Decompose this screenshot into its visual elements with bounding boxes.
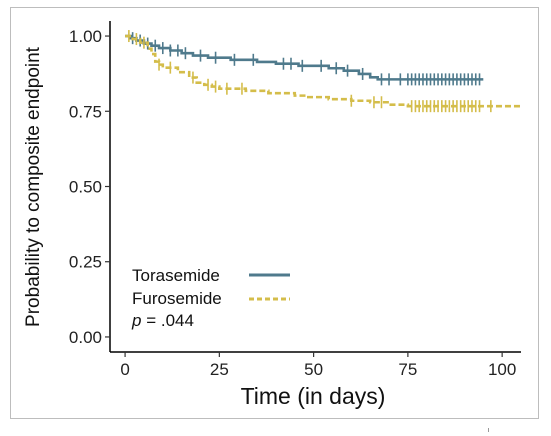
legend-label-torasemide: Torasemide: [132, 266, 220, 285]
series-line-furosemide: [125, 34, 521, 108]
x-axis-title: Time (in days): [241, 383, 386, 409]
series-line-torasemide: [125, 34, 484, 81]
x-tick-label: 50: [304, 360, 323, 379]
y-tick-label: 1.00: [69, 27, 102, 46]
series-layer: [125, 30, 521, 113]
p-value-text: = .044: [141, 311, 193, 330]
corner-mark: [488, 428, 489, 432]
p-value-annotation: p = .044: [131, 311, 194, 330]
axes: 0.00 0.25 0.50 0.75 1.00 0 25 50 75 100: [69, 21, 521, 379]
chart-frame: [10, 7, 539, 419]
y-axis-title: Probability to composite endpoint: [23, 46, 44, 327]
x-tick-label: 25: [210, 360, 229, 379]
x-tick-label: 75: [398, 360, 417, 379]
p-symbol: p: [131, 311, 141, 330]
x-tick-label: 100: [488, 360, 516, 379]
y-tick-label: 0.25: [69, 253, 102, 272]
legend: Torasemide Furosemide p = .044: [131, 266, 290, 330]
y-tick-label: 0.50: [69, 178, 102, 197]
y-tick-label: 0.75: [69, 102, 102, 121]
legend-label-furosemide: Furosemide: [132, 289, 222, 308]
x-tick-label: 0: [120, 360, 129, 379]
y-tick-label: 0.00: [69, 328, 102, 347]
